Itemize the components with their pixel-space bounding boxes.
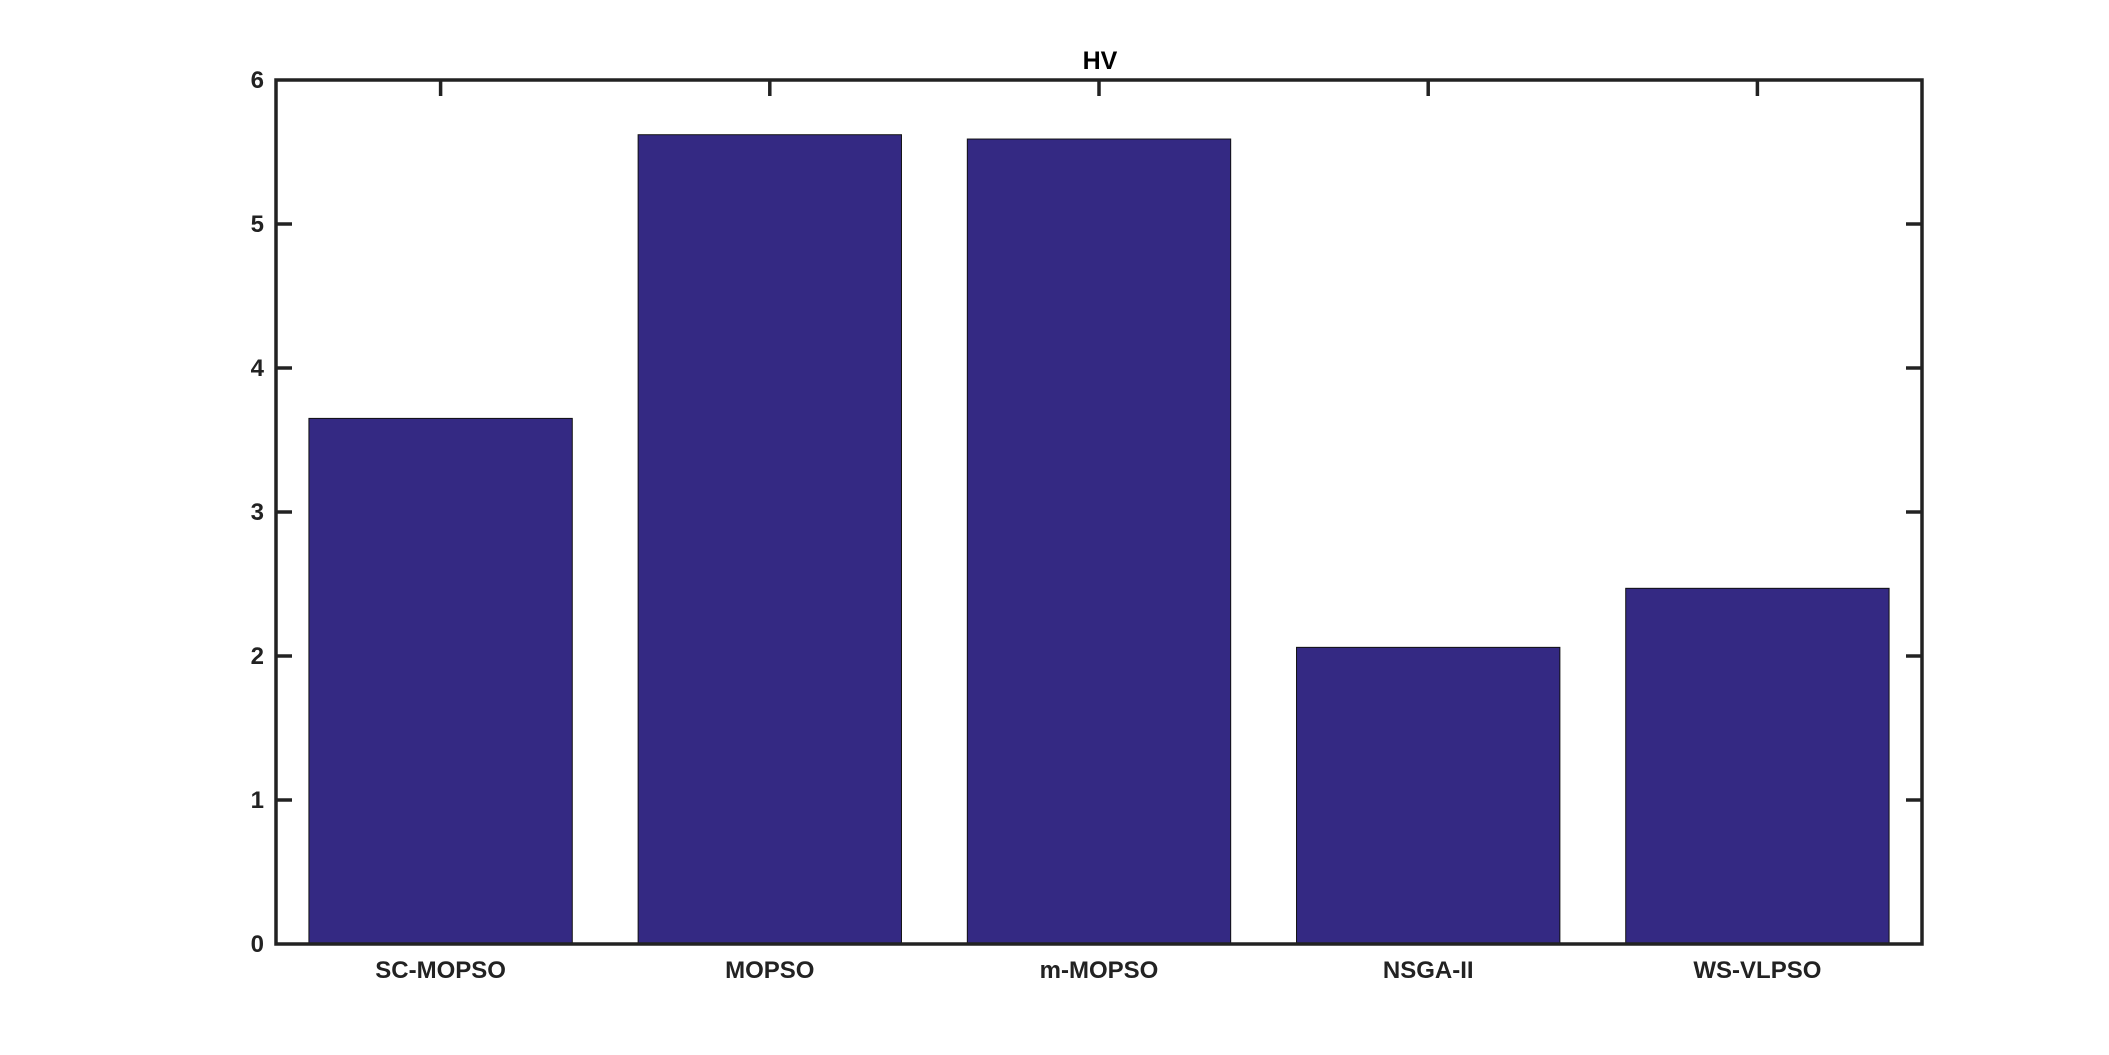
bar-mopso — [637, 134, 902, 945]
bars — [308, 134, 1890, 945]
bar-ws-vlpso — [1625, 587, 1890, 945]
bar-m-mopso — [966, 138, 1232, 945]
y-tick-label: 6 — [251, 67, 264, 94]
y-tick-label: 1 — [251, 787, 264, 814]
x-tick-label: WS-VLPSO — [1693, 957, 1821, 984]
chart-title: HV — [1083, 47, 1118, 75]
bar-sc-mopso — [308, 417, 573, 945]
bar-nsga-ii — [1296, 646, 1561, 945]
x-tick-label: MOPSO — [725, 957, 814, 984]
axes — [274, 78, 1924, 946]
y-tick-label: 0 — [251, 931, 264, 958]
x-tick-label: NSGA-II — [1383, 957, 1474, 984]
y-tick-label: 2 — [251, 643, 264, 670]
y-tick-label: 3 — [251, 499, 264, 526]
x-tick-label: m-MOPSO — [1040, 957, 1159, 984]
tick-labels: SC-MOPSO MOPSO m-MOPSO NSGA-II WS-VLPSO 0 1 2 3 4… — [251, 67, 1822, 984]
x-tick-label: SC-MOPSO — [375, 957, 506, 984]
y-tick-label: 4 — [251, 355, 265, 382]
y-tick-label: 5 — [251, 211, 264, 238]
